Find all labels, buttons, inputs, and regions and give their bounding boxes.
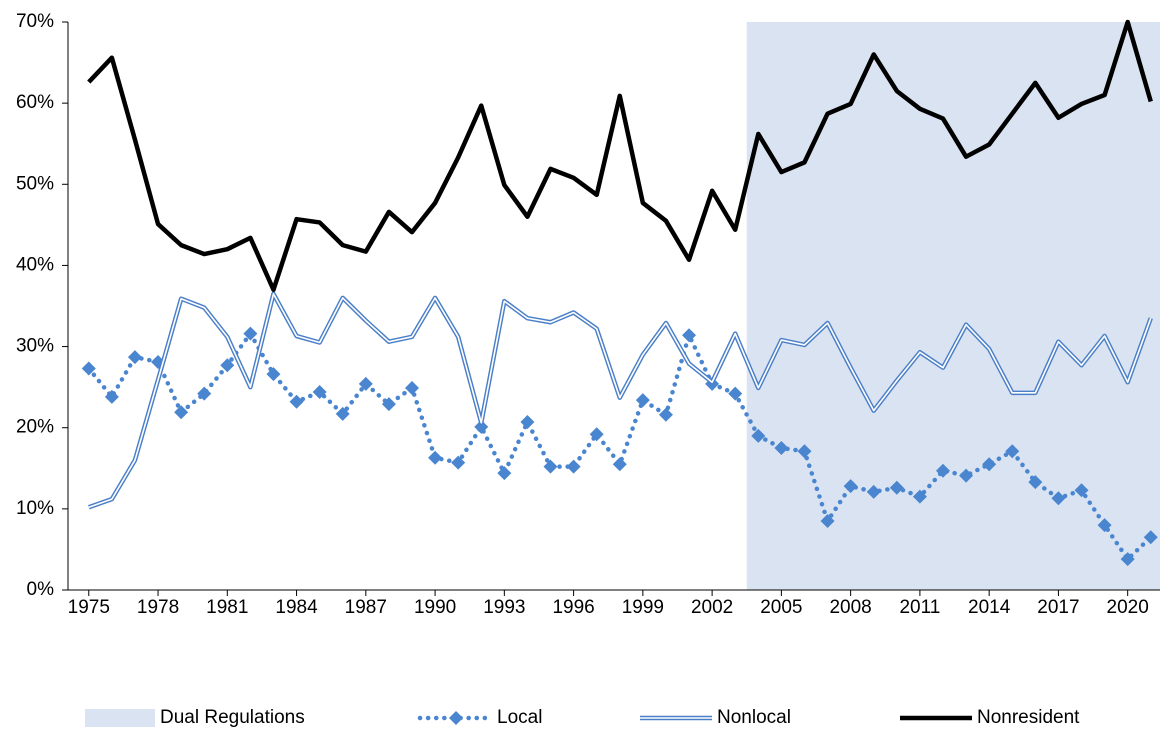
x-tick-label: 1993 (483, 597, 525, 618)
point-marker (497, 466, 512, 481)
x-tick-label: 2014 (968, 597, 1011, 618)
legend-label: Nonlocal (717, 707, 791, 728)
point-marker (751, 428, 766, 443)
legend-label: Nonresident (977, 707, 1080, 728)
y-tick-label: 30% (16, 336, 54, 357)
x-tick-label: 1975 (68, 597, 110, 618)
y-tick-label: 40% (16, 254, 54, 275)
shade-region (746, 22, 1160, 590)
point-marker (728, 386, 743, 401)
point-marker (520, 415, 535, 430)
point-marker (289, 394, 304, 409)
point-marker (197, 386, 212, 401)
x-tick-label: 2017 (1037, 597, 1079, 618)
legend-label: Local (497, 707, 542, 728)
point-marker (104, 389, 119, 404)
point-marker (1028, 475, 1043, 490)
point-marker (612, 457, 627, 472)
point-marker (1097, 518, 1112, 533)
y-tick-label: 20% (16, 417, 54, 438)
point-marker (982, 457, 997, 472)
x-tick-label: 1984 (275, 597, 318, 618)
point-marker (682, 328, 697, 343)
point-marker (843, 479, 858, 494)
point-marker (589, 427, 604, 442)
point-marker (1120, 552, 1135, 567)
series-line (87, 19, 1153, 293)
x-tick-label: 2008 (829, 597, 871, 618)
point-marker (451, 455, 466, 470)
point-marker (381, 397, 396, 412)
point-marker (1143, 530, 1158, 545)
point-marker (1051, 491, 1066, 506)
legend-swatch (85, 709, 155, 727)
point-marker (404, 380, 419, 395)
point-marker (174, 405, 189, 420)
x-tick-label: 1981 (206, 597, 248, 618)
x-tick-label: 1996 (552, 597, 594, 618)
x-tick-label: 1987 (345, 597, 387, 618)
point-marker (889, 480, 904, 495)
series-line-inner (88, 293, 1152, 508)
legend-label: Dual Regulations (160, 707, 305, 728)
point-marker (127, 350, 142, 365)
series-line (86, 331, 1154, 562)
y-tick-label: 50% (16, 173, 54, 194)
x-tick-label: 2011 (899, 597, 940, 618)
point-marker (335, 406, 350, 421)
x-tick-label: 1990 (414, 597, 456, 618)
x-tick-label: 1999 (622, 597, 664, 618)
point-marker (266, 367, 281, 382)
point-marker (866, 484, 881, 499)
point-marker (912, 489, 927, 504)
point-marker (1074, 483, 1089, 498)
x-tick-label: 2002 (691, 597, 733, 618)
point-marker (658, 407, 673, 422)
x-tick-label: 2020 (1107, 597, 1149, 618)
y-tick-label: 10% (16, 498, 54, 519)
point-marker (959, 468, 974, 483)
point-marker (243, 326, 258, 341)
point-marker (543, 459, 558, 474)
point-marker (820, 514, 835, 529)
point-marker (797, 444, 812, 459)
point-marker (935, 463, 950, 478)
point-marker (428, 450, 443, 465)
point-marker (312, 385, 327, 400)
point-marker (566, 459, 581, 474)
point-marker (635, 393, 650, 408)
y-tick-label: 60% (16, 92, 54, 113)
point-marker (81, 361, 96, 376)
y-tick-label: 70% (16, 11, 54, 32)
x-tick-label: 1978 (137, 597, 179, 618)
point-marker (1005, 444, 1020, 459)
x-tick-label: 2005 (760, 597, 802, 618)
point-marker (220, 358, 235, 373)
point-marker (774, 441, 789, 455)
y-tick-label: 0% (27, 579, 55, 600)
point-marker (358, 376, 373, 391)
legend-marker (449, 711, 463, 725)
point-marker (474, 419, 489, 434)
